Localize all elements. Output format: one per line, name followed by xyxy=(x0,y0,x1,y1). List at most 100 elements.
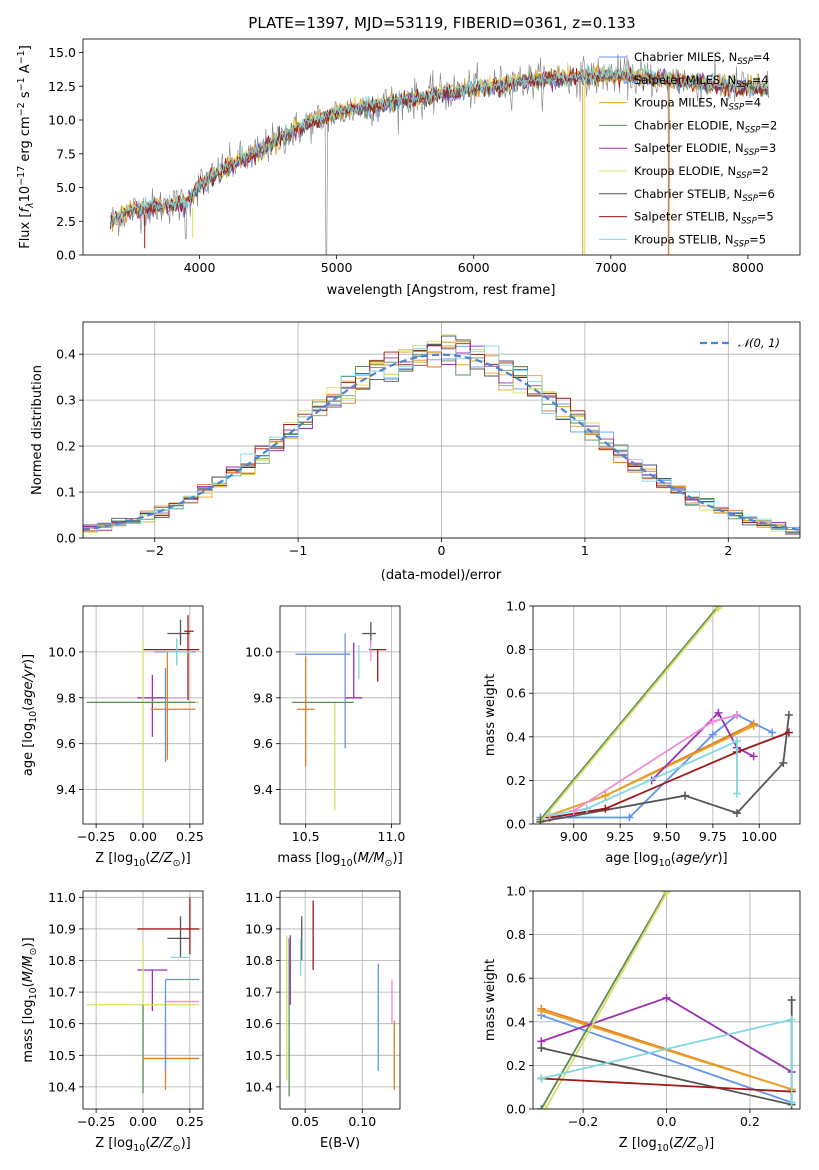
y-tick-label: 0.2 xyxy=(506,1058,526,1073)
plot-area xyxy=(286,900,395,1097)
y-tick-label: 10.8 xyxy=(245,953,273,968)
plot-area xyxy=(83,334,800,537)
y-tick-label: 10.7 xyxy=(48,985,76,1000)
data-point xyxy=(732,809,741,818)
x-tick-label: 1 xyxy=(581,543,589,558)
x-tick-label: −0.25 xyxy=(77,1114,115,1129)
errorbar-salpeter-elodie xyxy=(137,674,168,737)
data-point xyxy=(582,804,591,813)
x-axis-label: wavelength [Angstrom, rest frame] xyxy=(327,283,556,298)
y-tick-label: 0.4 xyxy=(56,347,76,362)
data-point xyxy=(787,1098,796,1107)
series-chabrier-stelib xyxy=(536,711,793,824)
y-tick-label: 0.0 xyxy=(506,817,526,832)
errorbar-salpeter-miles xyxy=(297,656,315,767)
y-tick-label: 0.0 xyxy=(56,248,76,263)
errorbar-salpeter-stelib xyxy=(184,615,194,701)
y-axis-label: age [log10(age/yr)] xyxy=(21,654,39,776)
legend-label-normal: 𝒩(0, 1) xyxy=(738,336,780,350)
x-tick-label: 0.25 xyxy=(176,829,204,844)
data-point xyxy=(537,1074,546,1083)
data-point xyxy=(541,1105,550,1109)
data-point xyxy=(662,993,671,1002)
y-tick-label: 9.6 xyxy=(56,736,76,751)
model-line-kroupa-elodie xyxy=(110,62,769,226)
x-tick-label: 9.00 xyxy=(560,829,588,844)
x-axis-label: age [log10(age/yr)] xyxy=(605,851,727,869)
y-tick-label: 12.5 xyxy=(48,79,76,94)
y-tick-label: 0.2 xyxy=(506,773,526,788)
x-tick-label: 9.25 xyxy=(606,829,634,844)
plot-area xyxy=(536,606,793,824)
y-tick-label: 11.0 xyxy=(245,890,273,905)
x-tick-label: 6000 xyxy=(458,260,490,275)
x-tick-label: 8000 xyxy=(732,260,764,275)
legend-label-kroupa-elodie: Kroupa ELODIE, NSSP=2 xyxy=(634,164,769,181)
series-pink xyxy=(569,711,741,815)
series-salpeter-miles xyxy=(545,719,758,820)
x-axis-label: Z [log10(Z/Z⊙)] xyxy=(619,1136,714,1154)
y-tick-label: 0.4 xyxy=(506,1014,526,1029)
errorbar-chabrier-stelib xyxy=(362,622,376,646)
y-tick-label: 0.8 xyxy=(506,642,526,657)
data-point xyxy=(545,811,554,820)
data-point xyxy=(784,728,793,737)
series-line xyxy=(539,607,720,823)
age-vs-metallicity-panel: −0.25 0.00 0.25 9.4 9.6 9.8 10.0 Z [log10(Z/Z⊙)… xyxy=(21,605,204,869)
errorbar-chabrier-stelib xyxy=(167,916,190,958)
plot-area xyxy=(86,897,200,1094)
y-tick-label: 9.4 xyxy=(253,782,273,797)
series-line xyxy=(549,739,738,817)
series-line xyxy=(544,892,668,1109)
y-tick-label: 10.9 xyxy=(245,921,273,936)
series-kroupa-stelib xyxy=(545,737,741,820)
axes-frame xyxy=(82,605,204,825)
axes-frame xyxy=(279,890,401,1110)
y-axis-label: mass [log10(M/M⊙)] xyxy=(21,937,39,1062)
x-tick-label: 5000 xyxy=(321,260,353,275)
legend-label-chabrier-elodie: Chabrier ELODIE, NSSP=2 xyxy=(634,118,777,135)
y-tick-label: 0.6 xyxy=(506,971,526,986)
series-line xyxy=(541,1077,792,1093)
y-tick-label: 0.0 xyxy=(56,531,76,546)
series-line xyxy=(539,606,720,821)
data-point xyxy=(714,606,723,613)
series-kroupa-stelib xyxy=(537,1015,796,1107)
legend-label-chabrier-stelib: Chabrier STELIB, NSSP=6 xyxy=(634,187,775,204)
plot-area xyxy=(110,53,769,255)
y-tick-label: 10.6 xyxy=(245,1016,273,1031)
x-axis-label: mass [log10(M/M⊙)] xyxy=(277,851,402,869)
y-tick-label: 9.8 xyxy=(253,690,273,705)
y-tick-label: 10.8 xyxy=(48,953,76,968)
data-point xyxy=(749,721,758,730)
axes-frame xyxy=(82,890,204,1110)
legend-label-kroupa-miles: Kroupa MILES, NSSP=4 xyxy=(634,96,761,113)
x-tick-label: 11.0 xyxy=(378,829,406,844)
data-point xyxy=(537,1105,546,1109)
axes-frame xyxy=(82,38,801,256)
y-tick-label: 0.8 xyxy=(506,927,526,942)
legend-label-kroupa-stelib: Kroupa STELIB, NSSP=5 xyxy=(634,232,766,249)
y-tick-label: 2.5 xyxy=(56,214,76,229)
y-tick-label: 5.0 xyxy=(56,180,76,195)
age-vs-mass-panel: 10.5 11.0 9.4 9.6 9.8 10.0 mass [log10(M/M⊙)] xyxy=(245,605,406,869)
data-point xyxy=(708,730,717,739)
data-point xyxy=(625,813,634,822)
y-axis-label: Normed distribution xyxy=(30,365,45,495)
data-point xyxy=(784,711,793,719)
x-axis-label: Z [log10(Z/Z⊙)] xyxy=(95,1136,190,1154)
y-tick-label: 1.0 xyxy=(506,599,526,614)
spectrum-panel: 4000 5000 6000 7000 8000 0.0 2.5 5.0 7.5 10.0 12.5… xyxy=(16,38,801,298)
data-point xyxy=(569,806,578,815)
series-line xyxy=(541,1014,792,1104)
data-point xyxy=(787,1015,796,1024)
x-axis-label: (data-model)/error xyxy=(381,568,502,583)
axes-frame xyxy=(532,605,801,825)
plot-area xyxy=(292,622,387,811)
y-tick-label: 0.2 xyxy=(56,439,76,454)
x-tick-label: 0.25 xyxy=(176,1114,204,1129)
mass-vs-ebv-panel: 0.05 0.10 10.4 10.5 10.6 10.7 10.8 10.9 11.0 E(B-… xyxy=(245,890,401,1151)
y-axis-label: mass weight xyxy=(483,959,498,1041)
y-tick-label: 10.4 xyxy=(245,1079,273,1094)
